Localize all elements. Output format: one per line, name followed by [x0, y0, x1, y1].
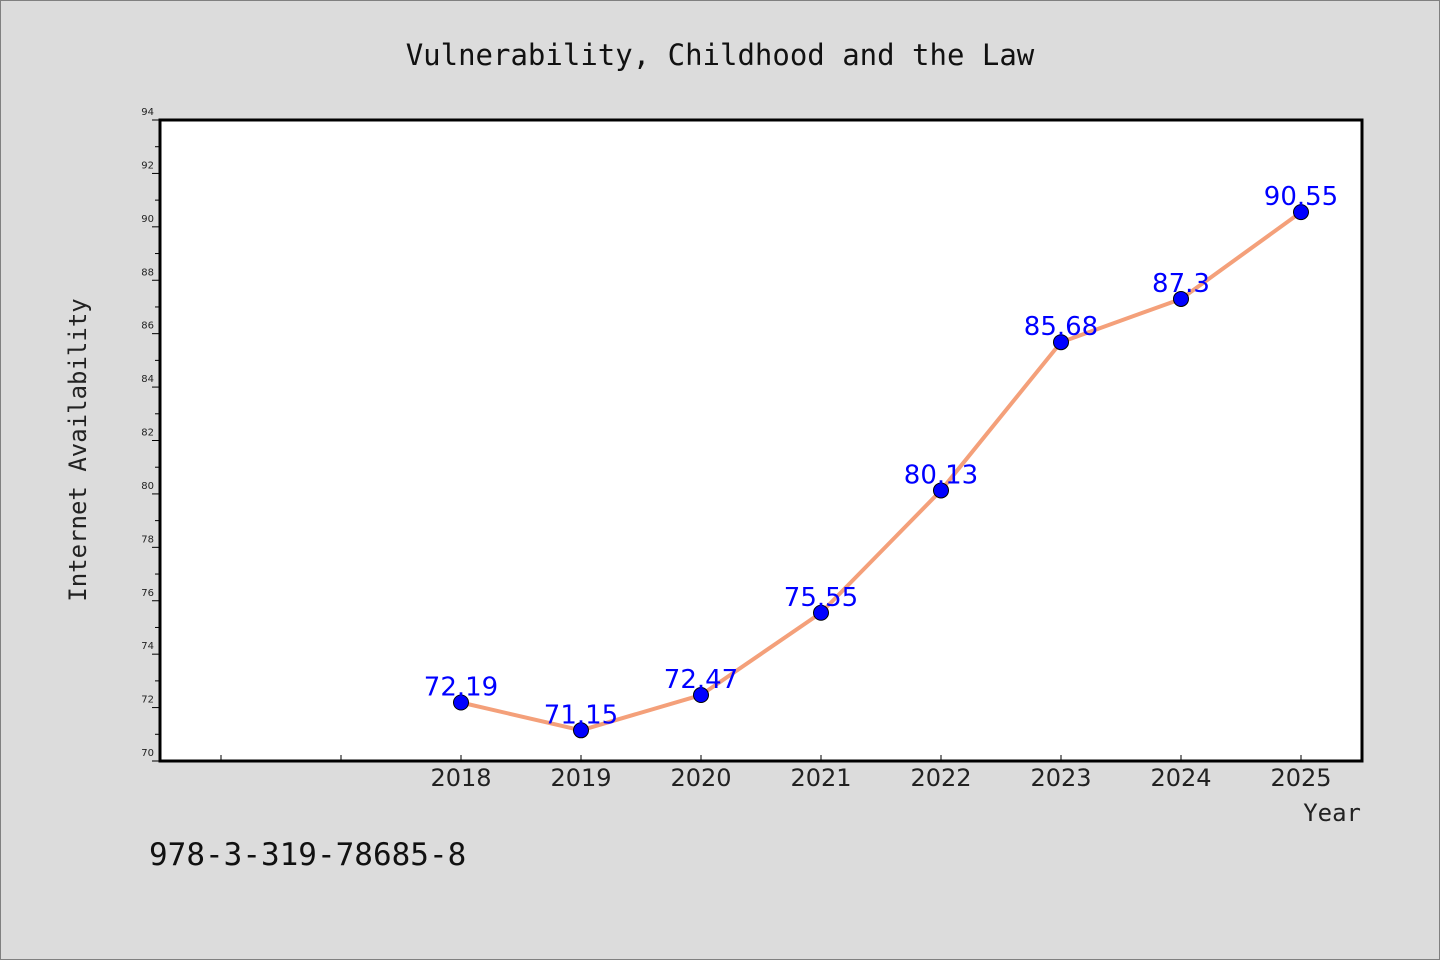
x-tick-label: 2020 [670, 764, 731, 792]
x-tick-label: 2022 [910, 764, 971, 792]
x-tick-label: 2019 [550, 764, 611, 792]
y-tick-label: 88 [141, 267, 154, 278]
data-point [693, 687, 709, 704]
x-tick-label: 2021 [790, 764, 851, 792]
data-label: 71.15 [544, 700, 618, 730]
y-tick-label: 78 [141, 534, 154, 545]
series-line [460, 210, 1303, 733]
x-tick-label: 2024 [1150, 764, 1211, 792]
data-point [1053, 334, 1069, 351]
y-tick-label: 70 [141, 748, 154, 759]
data-point [1173, 290, 1189, 307]
y-tick-label: 84 [141, 374, 154, 385]
y-tick-label: 86 [141, 321, 154, 332]
y-tick-label: 74 [141, 641, 154, 652]
y-tick-label: 82 [141, 428, 154, 439]
data-label: 90.55 [1264, 182, 1338, 212]
data-label: 72.19 [424, 673, 498, 703]
x-axis-label: Year [1303, 799, 1361, 827]
data-point [813, 604, 829, 621]
data-point [1293, 204, 1309, 221]
y-tick-label: 94 [141, 107, 154, 118]
y-tick-label: 90 [141, 214, 154, 225]
data-point [933, 482, 949, 499]
x-axis: 2018 2019 2020 2021 2022 2023 2024 2025 [220, 755, 1332, 792]
data-point [573, 722, 589, 739]
data-label: 72.47 [664, 665, 738, 695]
data-label: 85.68 [1024, 312, 1098, 342]
y-axis-label: Internet Availability [64, 298, 92, 601]
chart-title: Vulnerability, Childhood and the Law [406, 38, 1035, 72]
y-tick-label: 76 [141, 588, 154, 599]
y-tick-label: 80 [141, 481, 154, 492]
data-label: 75.55 [784, 583, 858, 613]
x-tick-label: 2025 [1270, 764, 1331, 792]
data-label: 80.13 [904, 460, 978, 490]
data-label: 87.3 [1152, 269, 1210, 299]
y-tick-label: 92 [141, 160, 154, 171]
series-group: 72.19 71.15 72.47 75.55 80.13 85.68 87.3 90.55 [424, 182, 1338, 739]
data-point [453, 694, 469, 711]
plot-area [158, 118, 1364, 763]
x-tick-label: 2023 [1030, 764, 1091, 792]
y-axis: 70 72 74 76 78 80 82 84 86 88 90 92 94 [141, 107, 160, 762]
y-tick-label: 72 [141, 695, 154, 706]
footer-isbn: 978-3-319-78685-8 [149, 837, 466, 873]
x-tick-label: 2018 [430, 764, 491, 792]
